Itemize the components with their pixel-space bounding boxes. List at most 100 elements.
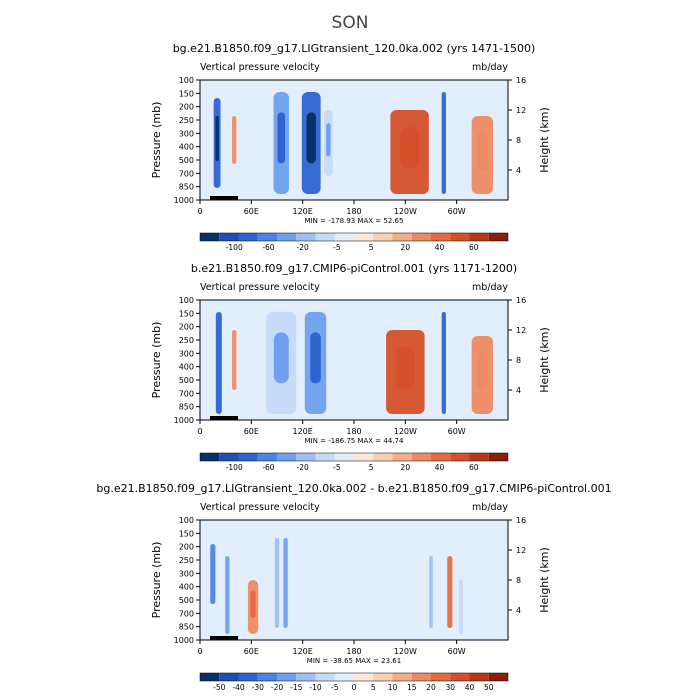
- colorbar-swatch: [219, 453, 239, 461]
- data-cell-1: [215, 312, 222, 414]
- xtick-label: 180: [346, 427, 361, 436]
- data-cell-6: [232, 116, 237, 164]
- ytick-label: 1000: [174, 416, 194, 425]
- colorbar-swatch: [296, 453, 316, 461]
- panel-3: bg.e21.B1850.f09_g17.LIGtransient_120.0k…: [96, 482, 611, 692]
- xtick-label: 120E: [293, 647, 313, 656]
- colorbar-label: -60: [262, 243, 274, 252]
- panel-2: b.e21.B1850.f09_g17.CMIP6-piControl.001 …: [150, 262, 551, 472]
- colorbar-swatch: [200, 673, 220, 681]
- data-core-7: [399, 126, 420, 169]
- terrain: [210, 196, 238, 200]
- xtick-label: 60W: [448, 207, 466, 216]
- data-core-4: [326, 123, 331, 157]
- colorbar-label: -15: [290, 683, 302, 692]
- colorbar-label: 50: [484, 683, 494, 692]
- colorbar-swatch: [277, 453, 297, 461]
- ylabel: Pressure (mb): [150, 542, 163, 619]
- terrain: [210, 416, 238, 420]
- panel-left-label: Vertical pressure velocity: [200, 282, 320, 293]
- colorbar-frame: [199, 452, 509, 462]
- colorbar-swatch: [315, 673, 335, 681]
- data-cell-2: [225, 556, 230, 634]
- xtick-label: 60W: [448, 427, 466, 436]
- xtick-label: 0: [197, 427, 202, 436]
- ytick-right-label: 8: [516, 136, 521, 145]
- ytick-label: 400: [179, 363, 194, 372]
- colorbar-label: -20: [271, 683, 283, 692]
- ytick-label: 1000: [174, 636, 194, 645]
- ytick-label: 500: [179, 596, 194, 605]
- colorbar-swatch: [450, 233, 470, 241]
- ytick-right-label: 16: [516, 76, 526, 85]
- colorbar-label: 10: [388, 683, 398, 692]
- panel-title: b.e21.B1850.f09_g17.CMIP6-piControl.001 …: [191, 262, 517, 275]
- xtick-label: 180: [346, 647, 361, 656]
- ytick-label: 100: [179, 76, 194, 85]
- ytick-label: 150: [179, 309, 194, 318]
- xtick-label: 120W: [394, 647, 417, 656]
- data-core-3: [310, 332, 321, 384]
- ytick-right-label: 8: [516, 356, 521, 365]
- ytick-right-label: 8: [516, 576, 521, 585]
- colorbar-swatch: [411, 233, 431, 241]
- colorbar-swatch: [315, 233, 335, 241]
- plot-area: [200, 300, 508, 420]
- ylabel-right: Height (km): [538, 107, 551, 173]
- terrain: [210, 636, 238, 640]
- colorbar-swatch: [219, 673, 239, 681]
- ytick-label: 150: [179, 89, 194, 98]
- stats: MIN = -38.65 MAX = 23.61: [307, 657, 401, 665]
- colorbar-label: -30: [252, 683, 264, 692]
- colorbar-swatch: [431, 233, 451, 241]
- colorbar-swatch: [392, 453, 412, 461]
- ytick-label: 250: [179, 556, 194, 565]
- colorbar-label: 0: [352, 683, 357, 692]
- ytick-label: 850: [179, 403, 194, 412]
- xtick-label: 60W: [448, 647, 466, 656]
- ytick-right-label: 12: [516, 326, 526, 335]
- plot-background: [200, 80, 508, 200]
- colorbar-swatch: [238, 673, 258, 681]
- colorbar-label: -40: [232, 683, 244, 692]
- ytick-label: 100: [179, 516, 194, 525]
- colorbar-swatch: [334, 233, 354, 241]
- data-cell-6: [429, 556, 433, 628]
- ytick-label: 200: [179, 323, 194, 332]
- ytick-label: 700: [179, 389, 194, 398]
- xtick-label: 60E: [244, 207, 259, 216]
- ytick-label: 850: [179, 623, 194, 632]
- xtick-label: 120E: [293, 427, 313, 436]
- colorbar-label: -20: [297, 243, 309, 252]
- panel-right-label: mb/day: [472, 62, 508, 73]
- colorbar-swatch: [488, 673, 508, 681]
- colorbar-label: 5: [369, 463, 374, 472]
- ylabel: Pressure (mb): [150, 322, 163, 399]
- colorbar-swatch: [373, 233, 393, 241]
- colorbar-label: -100: [226, 243, 243, 252]
- colorbar-swatch: [373, 453, 393, 461]
- ytick-label: 400: [179, 143, 194, 152]
- data-cell-5: [232, 330, 237, 390]
- colorbar-label: -20: [297, 463, 309, 472]
- ytick-label: 1000: [174, 196, 194, 205]
- colorbar-swatch: [469, 453, 489, 461]
- colorbar-label: 5: [369, 243, 374, 252]
- colorbar-label: -5: [333, 243, 341, 252]
- colorbar-label: 30: [445, 683, 455, 692]
- colorbar-swatch: [257, 453, 277, 461]
- colorbar-swatch: [277, 233, 297, 241]
- ytick-right-label: 16: [516, 296, 526, 305]
- colorbar-label: -10: [309, 683, 321, 692]
- xtick-label: 0: [197, 207, 202, 216]
- colorbar-label: 20: [426, 683, 436, 692]
- colorbar-swatch: [296, 233, 316, 241]
- data-core-3: [306, 112, 316, 164]
- colorbar-label: 40: [465, 683, 475, 692]
- colorbar-frame: [199, 672, 509, 682]
- plot-area: [200, 520, 508, 640]
- ytick-right-label: 16: [516, 516, 526, 525]
- ytick-label: 400: [179, 583, 194, 592]
- colorbar-swatch: [315, 453, 335, 461]
